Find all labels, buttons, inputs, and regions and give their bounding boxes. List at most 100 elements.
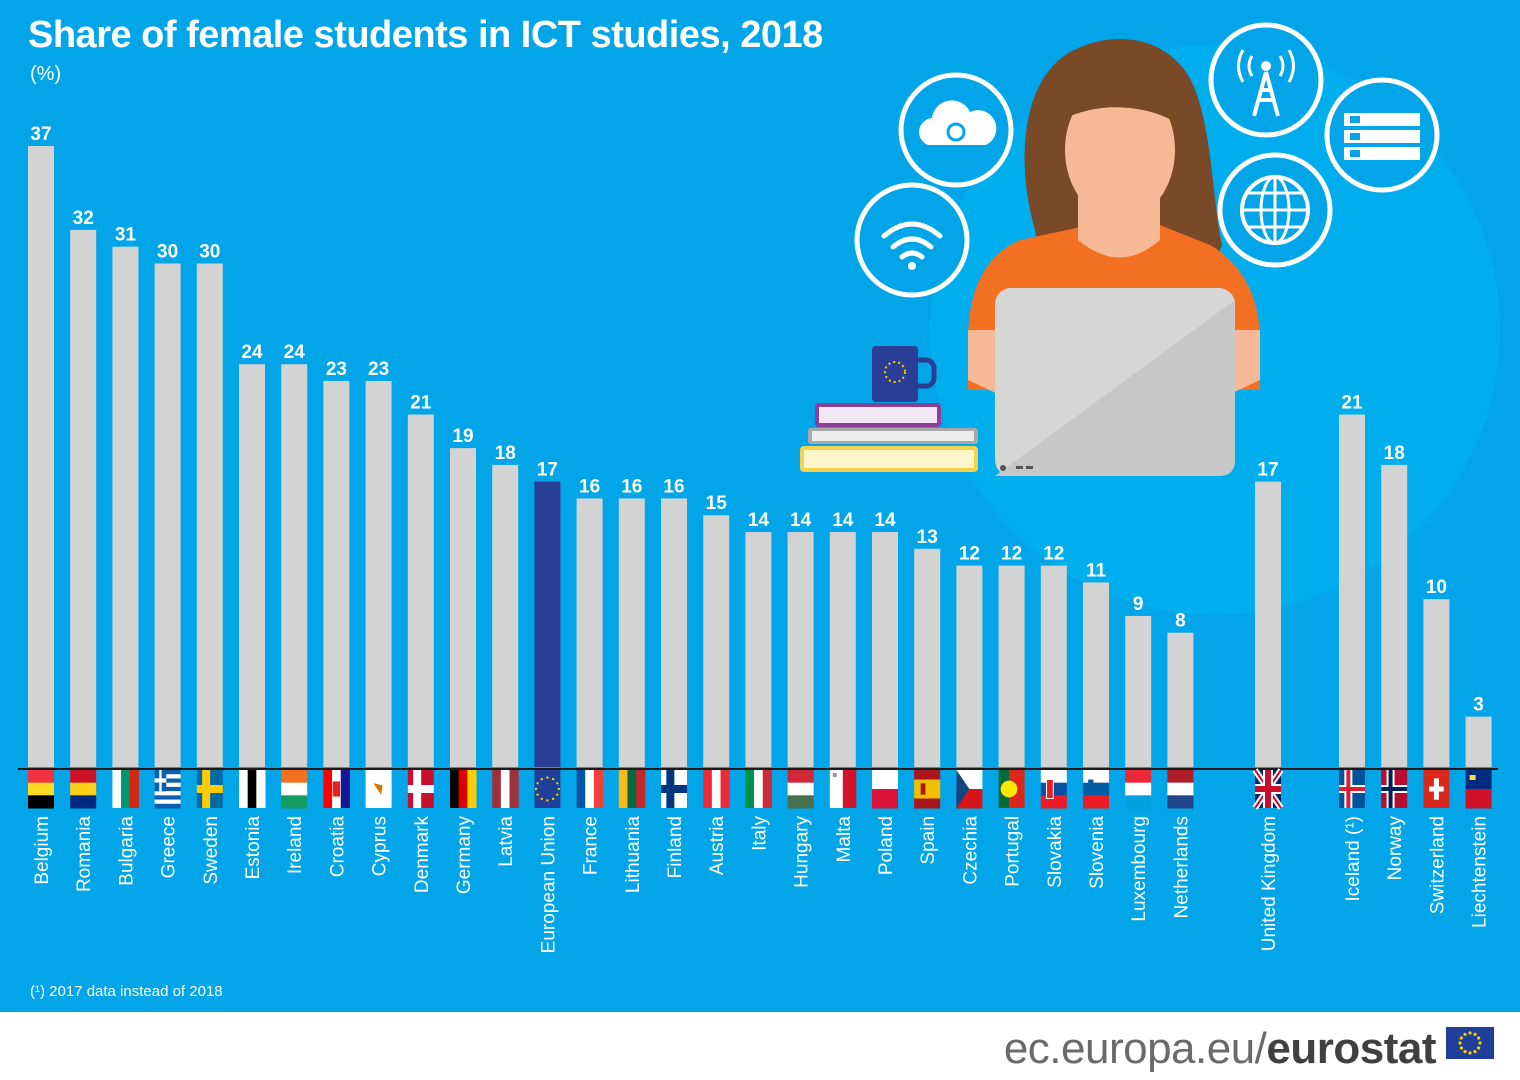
value-label-malta: 14 — [832, 510, 854, 531]
category-label-lithuania: Lithuania — [623, 816, 644, 894]
value-label-romania: 32 — [73, 208, 94, 229]
category-label-estonia: Estonia — [243, 816, 264, 880]
category-label-finland: Finland — [665, 816, 686, 878]
value-label-czechia: 12 — [959, 544, 980, 565]
value-label-lithuania: 16 — [621, 476, 642, 497]
value-label-netherlands: 8 — [1175, 611, 1186, 632]
bar-slovakia — [1040, 565, 1067, 767]
bar-sweden — [196, 263, 223, 767]
flag-slovakia — [1040, 770, 1067, 809]
flag-italy — [745, 770, 772, 808]
bar-cyprus — [365, 380, 392, 767]
bar-united-kingdom — [1255, 481, 1281, 767]
category-label-iceland: Iceland (¹) — [1343, 816, 1364, 902]
value-label-france: 16 — [579, 476, 600, 497]
bar-portugal — [998, 565, 1025, 767]
category-label-slovakia: Slovakia — [1045, 816, 1066, 888]
category-label-belgium: Belgium — [32, 816, 53, 885]
footer: ec.europa.eu/eurostat — [0, 1012, 1520, 1080]
bar-chart: 37 32 31 30 30 24 24 23 23 21 19 18 17 16 16 16 15 14 14 14… — [18, 22, 1500, 954]
category-label-greece: Greece — [159, 816, 180, 878]
flag-france — [576, 770, 604, 808]
bar-slovenia — [1083, 582, 1109, 767]
bar-latvia — [492, 464, 519, 767]
value-label-bulgaria: 31 — [115, 225, 137, 246]
bar-malta — [829, 532, 856, 767]
value-label-austria: 15 — [706, 493, 728, 514]
category-label-malta: Malta — [834, 816, 855, 863]
category-label-austria: Austria — [707, 816, 728, 876]
category-label-romania: Romania — [74, 816, 95, 892]
site-prefix: ec.europa.eu/ — [1003, 1024, 1267, 1073]
country-flags — [28, 768, 1492, 810]
flag-hungary — [787, 770, 814, 809]
category-label-latvia: Latvia — [496, 816, 517, 867]
flag-liechtenstein — [1465, 770, 1492, 809]
bar-estonia — [239, 364, 265, 767]
value-label-portugal: 12 — [1001, 544, 1022, 565]
value-label-greece: 30 — [157, 241, 178, 262]
bar-norway — [1381, 464, 1408, 767]
bar-belgium — [28, 146, 54, 767]
flag-latvia — [492, 770, 519, 808]
value-label-hungary: 14 — [790, 510, 812, 531]
flag-cyprus — [365, 770, 392, 808]
books-icon — [800, 403, 978, 472]
bar-hungary — [787, 532, 814, 767]
bar-italy — [745, 532, 772, 767]
bar-spain — [914, 548, 941, 767]
flag-croatia — [323, 770, 350, 808]
value-label-latvia: 18 — [495, 443, 516, 464]
flag-ireland — [281, 770, 308, 809]
value-label-ireland: 24 — [284, 342, 306, 363]
flag-poland — [872, 770, 898, 809]
flag-european-union — [534, 770, 561, 808]
bar-liechtenstein — [1465, 716, 1492, 767]
category-label-netherlands: Netherlands — [1171, 816, 1192, 918]
bar-germany — [450, 448, 476, 767]
bar-lithuania — [618, 498, 645, 767]
value-label-slovakia: 12 — [1043, 544, 1064, 565]
flag-luxembourg — [1125, 770, 1152, 809]
mug-icon — [872, 346, 937, 402]
category-label-croatia: Croatia — [327, 816, 348, 878]
category-label-liechtenstein: Liechtenstein — [1470, 816, 1491, 928]
bar-european-union — [534, 481, 561, 767]
category-label-cyprus: Cyprus — [370, 816, 391, 876]
value-label-croatia: 23 — [326, 359, 347, 380]
eurostat-url[interactable]: ec.europa.eu/eurostat — [1003, 1024, 1437, 1074]
category-label-spain: Spain — [918, 816, 939, 865]
flag-slovenia — [1083, 770, 1109, 809]
footnote: (¹) 2017 data instead of 2018 — [30, 983, 223, 1000]
bar-romania — [70, 229, 97, 767]
value-label-united-kingdom: 17 — [1257, 460, 1278, 481]
category-labels: Belgium Romania Bulgaria Greece Sweden Estoni… — [32, 816, 1491, 954]
site-brand: eurostat — [1266, 1024, 1436, 1073]
category-label-italy: Italy — [749, 816, 770, 851]
flag-czechia — [956, 770, 983, 809]
bar-ireland — [281, 364, 308, 767]
category-label-ireland: Ireland — [285, 816, 306, 874]
flag-netherlands — [1167, 770, 1194, 809]
cloud-sync-icon — [898, 72, 1014, 188]
bar-finland — [661, 498, 687, 767]
value-label-italy: 14 — [748, 510, 770, 531]
category-label-luxembourg: Luxembourg — [1129, 816, 1150, 922]
flag-lithuania — [618, 770, 646, 808]
bar-switzerland — [1423, 599, 1450, 767]
value-label-denmark: 21 — [410, 393, 432, 414]
flag-romania — [70, 770, 97, 809]
bar-poland — [872, 532, 898, 767]
flag-greece — [154, 770, 181, 809]
antenna-tower-icon — [1208, 22, 1324, 138]
flag-belgium — [28, 770, 54, 809]
bar-bulgaria — [112, 246, 139, 767]
bar-austria — [703, 515, 730, 767]
bar-greece — [154, 263, 181, 767]
chart-panel: 37 32 31 30 30 24 24 23 23 21 19 18 17 16 16 16 15 14 14 14… — [0, 0, 1520, 1012]
bar-croatia — [323, 380, 350, 767]
category-label-germany: Germany — [454, 816, 475, 895]
flag-spain — [914, 770, 941, 809]
unit-label: (%) — [30, 63, 62, 85]
category-label-slovenia: Slovenia — [1087, 816, 1108, 889]
